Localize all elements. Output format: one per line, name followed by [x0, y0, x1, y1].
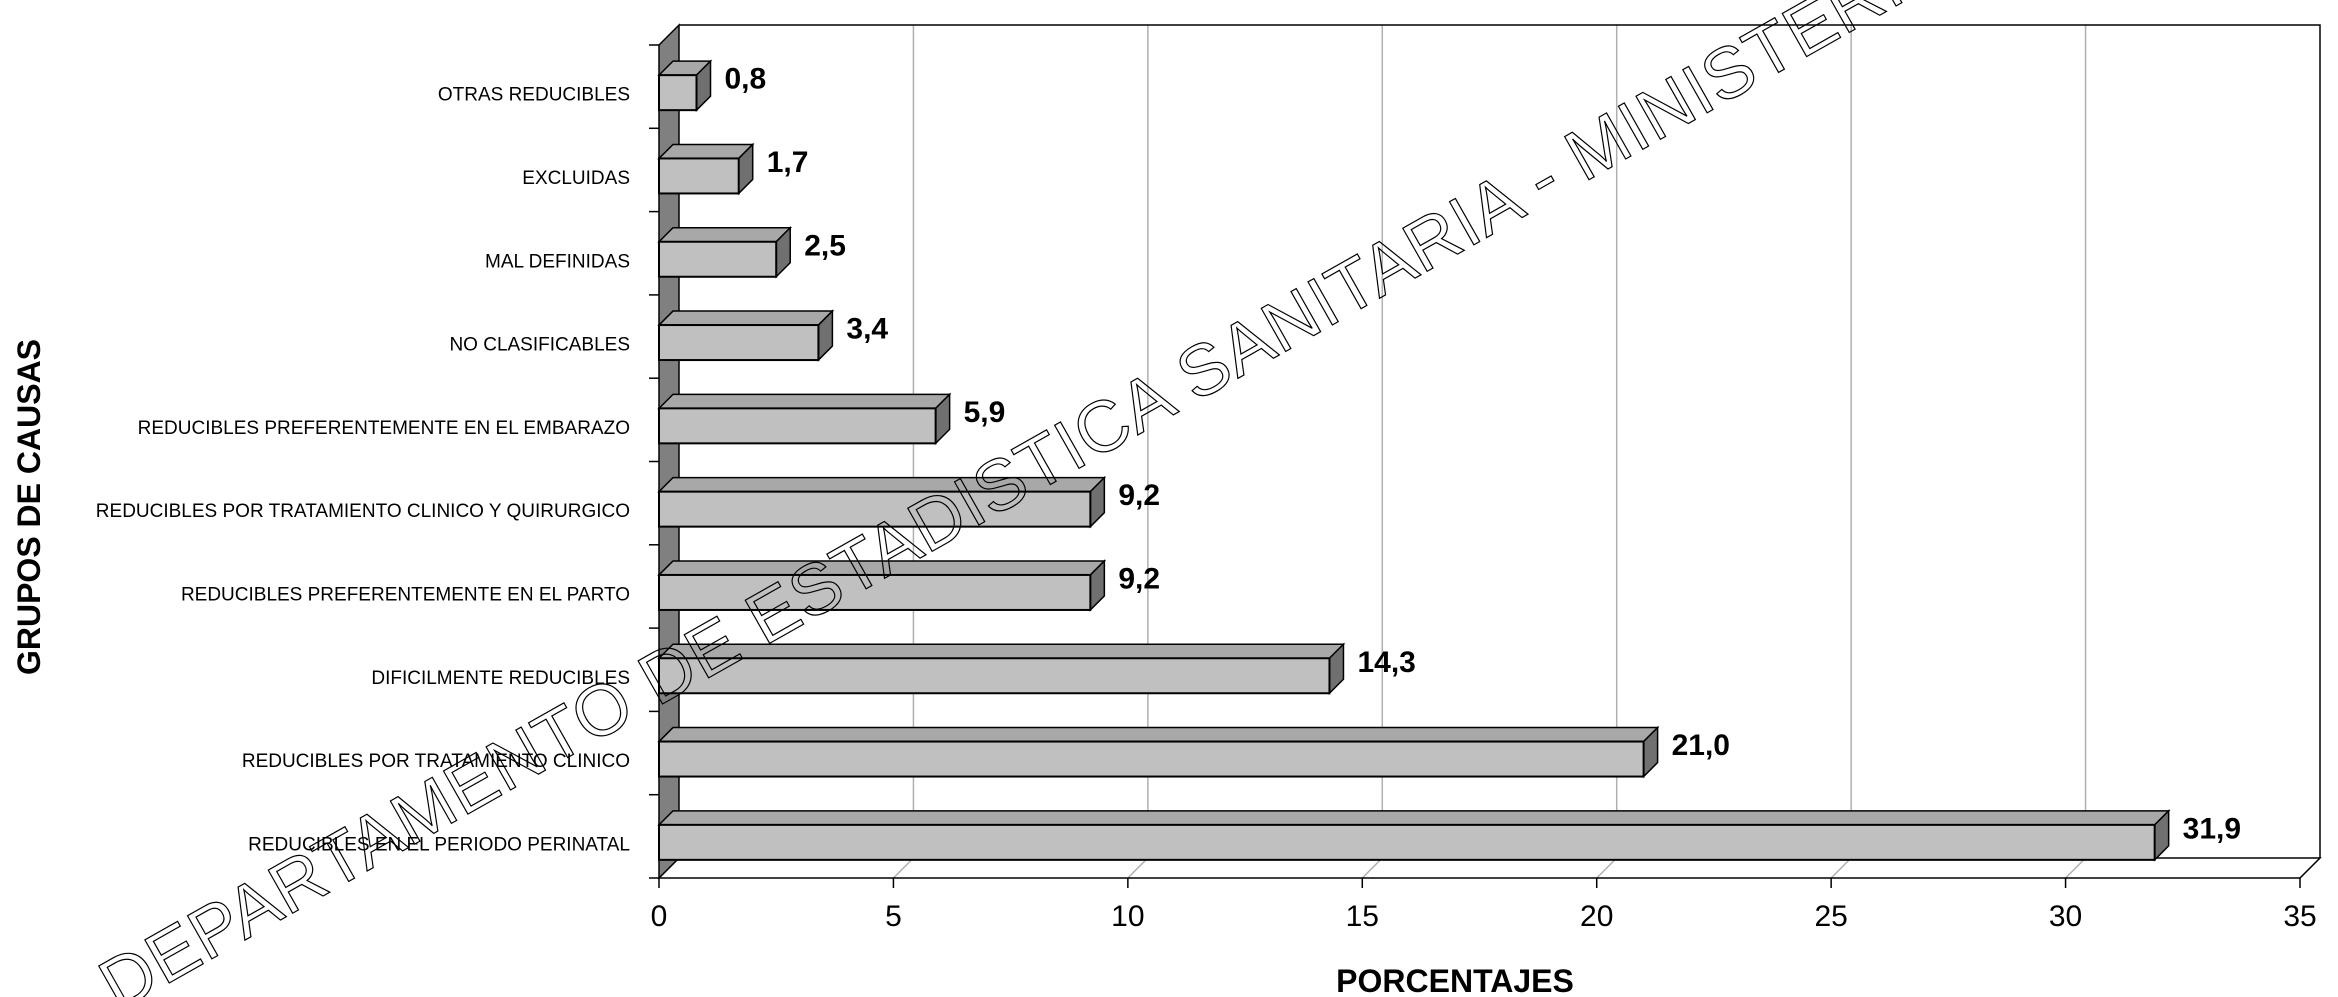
plot-frame: [679, 24, 2321, 858]
x-tick-label: 20: [1580, 900, 1613, 933]
value-label: 2,5: [804, 229, 846, 262]
value-label: 1,7: [767, 146, 809, 179]
bars: [657, 59, 2171, 862]
bar: [657, 559, 1107, 612]
floor-gridline: [1361, 857, 1383, 879]
floor-gridline: [1596, 857, 1618, 879]
x-tick-label: 25: [1814, 900, 1847, 933]
category-label: REDUCIBLES POR TRATAMIENTO CLINICO: [242, 751, 630, 772]
value-label: 31,9: [2183, 812, 2241, 845]
floor-gridline: [1127, 857, 1149, 879]
bar: [657, 392, 952, 446]
labels: 0 5 10 15 20 25 30 35 OTRAS REDUCIBLES 0,8 EXCLUID…: [96, 63, 2317, 933]
floor: [657, 857, 2322, 879]
bar-top: [657, 810, 2171, 826]
bar: [657, 225, 793, 279]
category-label: REDUCIBLES PREFERENTEMENTE EN EL EMBARAZ…: [138, 418, 630, 439]
value-label: 9,2: [1118, 479, 1160, 512]
category-label: NO CLASIFICABLES: [449, 335, 630, 356]
x-axis-title: PORCENTAJES: [1336, 963, 1574, 997]
y-axis-title: GRUPOS DE CAUSAS: [11, 339, 47, 675]
bar: [657, 809, 2171, 862]
x-tick-label: 15: [1346, 900, 1379, 933]
value-label: 0,8: [725, 63, 767, 96]
bar-front: [658, 573, 1092, 611]
bar-top: [657, 726, 1660, 743]
x-tick-label: 5: [885, 900, 902, 933]
bar-front: [658, 407, 937, 445]
bar: [657, 142, 755, 196]
bar-top: [657, 227, 793, 243]
value-label: 14,3: [1357, 646, 1415, 679]
bar-front: [658, 823, 2156, 861]
floor-gridline: [2065, 857, 2087, 879]
bar-front: [658, 324, 820, 362]
bar: [657, 59, 713, 112]
category-label: REDUCIBLES PREFERENTEMENTE EN EL PARTO: [181, 584, 630, 605]
bar-top: [657, 393, 952, 410]
bar-top: [657, 310, 835, 326]
bar-front: [658, 740, 1645, 778]
bar-front: [658, 657, 1331, 695]
floor-gridline: [892, 857, 914, 879]
x-tick-label: 10: [1111, 900, 1144, 933]
category-label: REDUCIBLES POR TRATAMIENTO CLINICO Y QUI…: [96, 501, 630, 522]
x-tick-label: 0: [651, 900, 668, 933]
category-label: EXCLUIDAS: [522, 168, 630, 189]
value-label: 9,2: [1118, 562, 1160, 595]
category-label: MAL DEFINIDAS: [485, 251, 630, 272]
value-label: 21,0: [1672, 729, 1730, 762]
bar-front: [658, 490, 1092, 528]
x-tick-label: 35: [2283, 900, 2316, 933]
bar: [657, 475, 1107, 529]
category-label: REDUCIBLES EN EL PERIODO PERINATAL: [248, 834, 630, 855]
bar-top: [657, 143, 755, 160]
value-label: 3,4: [846, 313, 888, 346]
floor-gridline: [1830, 857, 1852, 879]
bar: [657, 642, 1346, 696]
bar-front: [658, 157, 740, 195]
bar: [657, 309, 835, 362]
bar: [657, 725, 1660, 779]
category-label: OTRAS REDUCIBLES: [438, 85, 630, 106]
bar-front: [658, 74, 698, 112]
x-tick-label: 30: [2049, 900, 2082, 933]
value-label: 5,9: [964, 396, 1006, 429]
category-label: DIFICILMENTE REDUCIBLES: [371, 668, 630, 689]
bar-front: [658, 240, 778, 278]
